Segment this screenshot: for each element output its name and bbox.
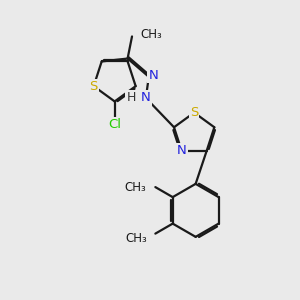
Text: S: S (190, 106, 198, 119)
Text: Cl: Cl (108, 118, 121, 131)
Text: S: S (89, 80, 98, 93)
Text: CH₃: CH₃ (140, 28, 162, 40)
Text: CH₃: CH₃ (125, 232, 147, 244)
Text: N: N (148, 69, 158, 82)
Text: N: N (177, 145, 187, 158)
Text: N: N (141, 92, 151, 104)
Text: H: H (126, 91, 136, 103)
Text: CH₃: CH₃ (124, 181, 146, 194)
